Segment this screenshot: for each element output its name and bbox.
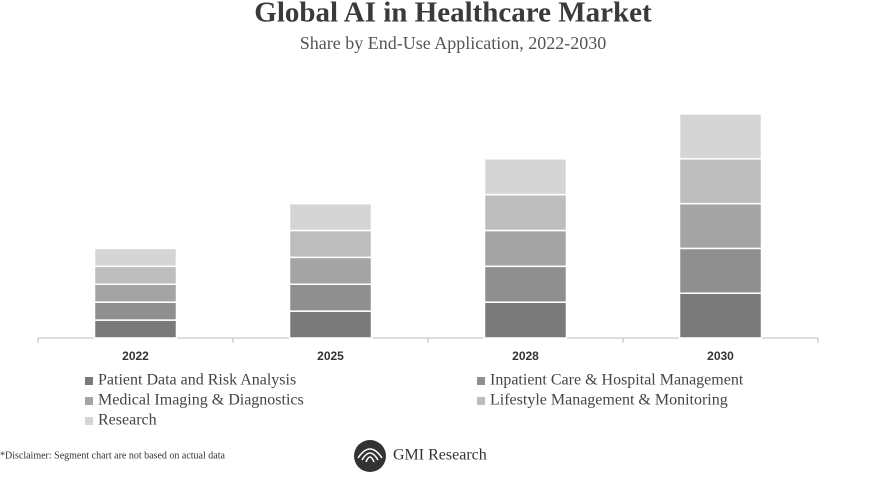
legend-marker (477, 397, 485, 405)
bar-segment (678, 202, 763, 250)
x-tick-label: 2025 (317, 349, 344, 363)
bar-segment (288, 229, 373, 259)
bar-segment (93, 265, 178, 285)
disclaimer: *Disclaimer: Segment chart are not based… (0, 450, 225, 461)
bar-segment (678, 247, 763, 294)
bar-segment (93, 247, 178, 268)
bar-segment (288, 310, 373, 339)
bar-segment (483, 158, 568, 196)
legend-label: Lifestyle Management & Monitoring (490, 392, 728, 409)
legend-marker (85, 397, 93, 405)
legend-label: Medical Imaging & Diagnostics (98, 392, 304, 409)
bar-segment (93, 301, 178, 321)
legend-marker (477, 377, 485, 385)
bar-segment (93, 319, 178, 339)
legend-label: Patient Data and Risk Analysis (98, 372, 296, 389)
brand-logo (354, 440, 386, 472)
bar-segment (678, 292, 763, 339)
bar-segment (288, 256, 373, 285)
legend-marker (85, 377, 93, 385)
legend-label: Research (98, 412, 157, 429)
bar-segment (288, 202, 373, 232)
bar-segment (483, 229, 568, 268)
x-tick-label: 2028 (512, 349, 539, 363)
chart-subtitle: Share by End-Use Application, 2022-2030 (300, 33, 606, 53)
x-tick-label: 2030 (707, 349, 734, 363)
x-tick-label: 2022 (122, 349, 149, 363)
bar-segment (483, 265, 568, 303)
bar-segment (483, 193, 568, 232)
legend-marker (85, 417, 93, 425)
bar-segment (678, 113, 763, 160)
bar-segment (288, 283, 373, 312)
chart-title: Global AI in Healthcare Market (254, 0, 652, 29)
bar-segment (93, 283, 178, 303)
brand-name: GMI Research (393, 447, 487, 464)
bar-segment (483, 301, 568, 339)
bar-segment (678, 158, 763, 205)
legend-label: Inpatient Care & Hospital Management (490, 372, 744, 389)
